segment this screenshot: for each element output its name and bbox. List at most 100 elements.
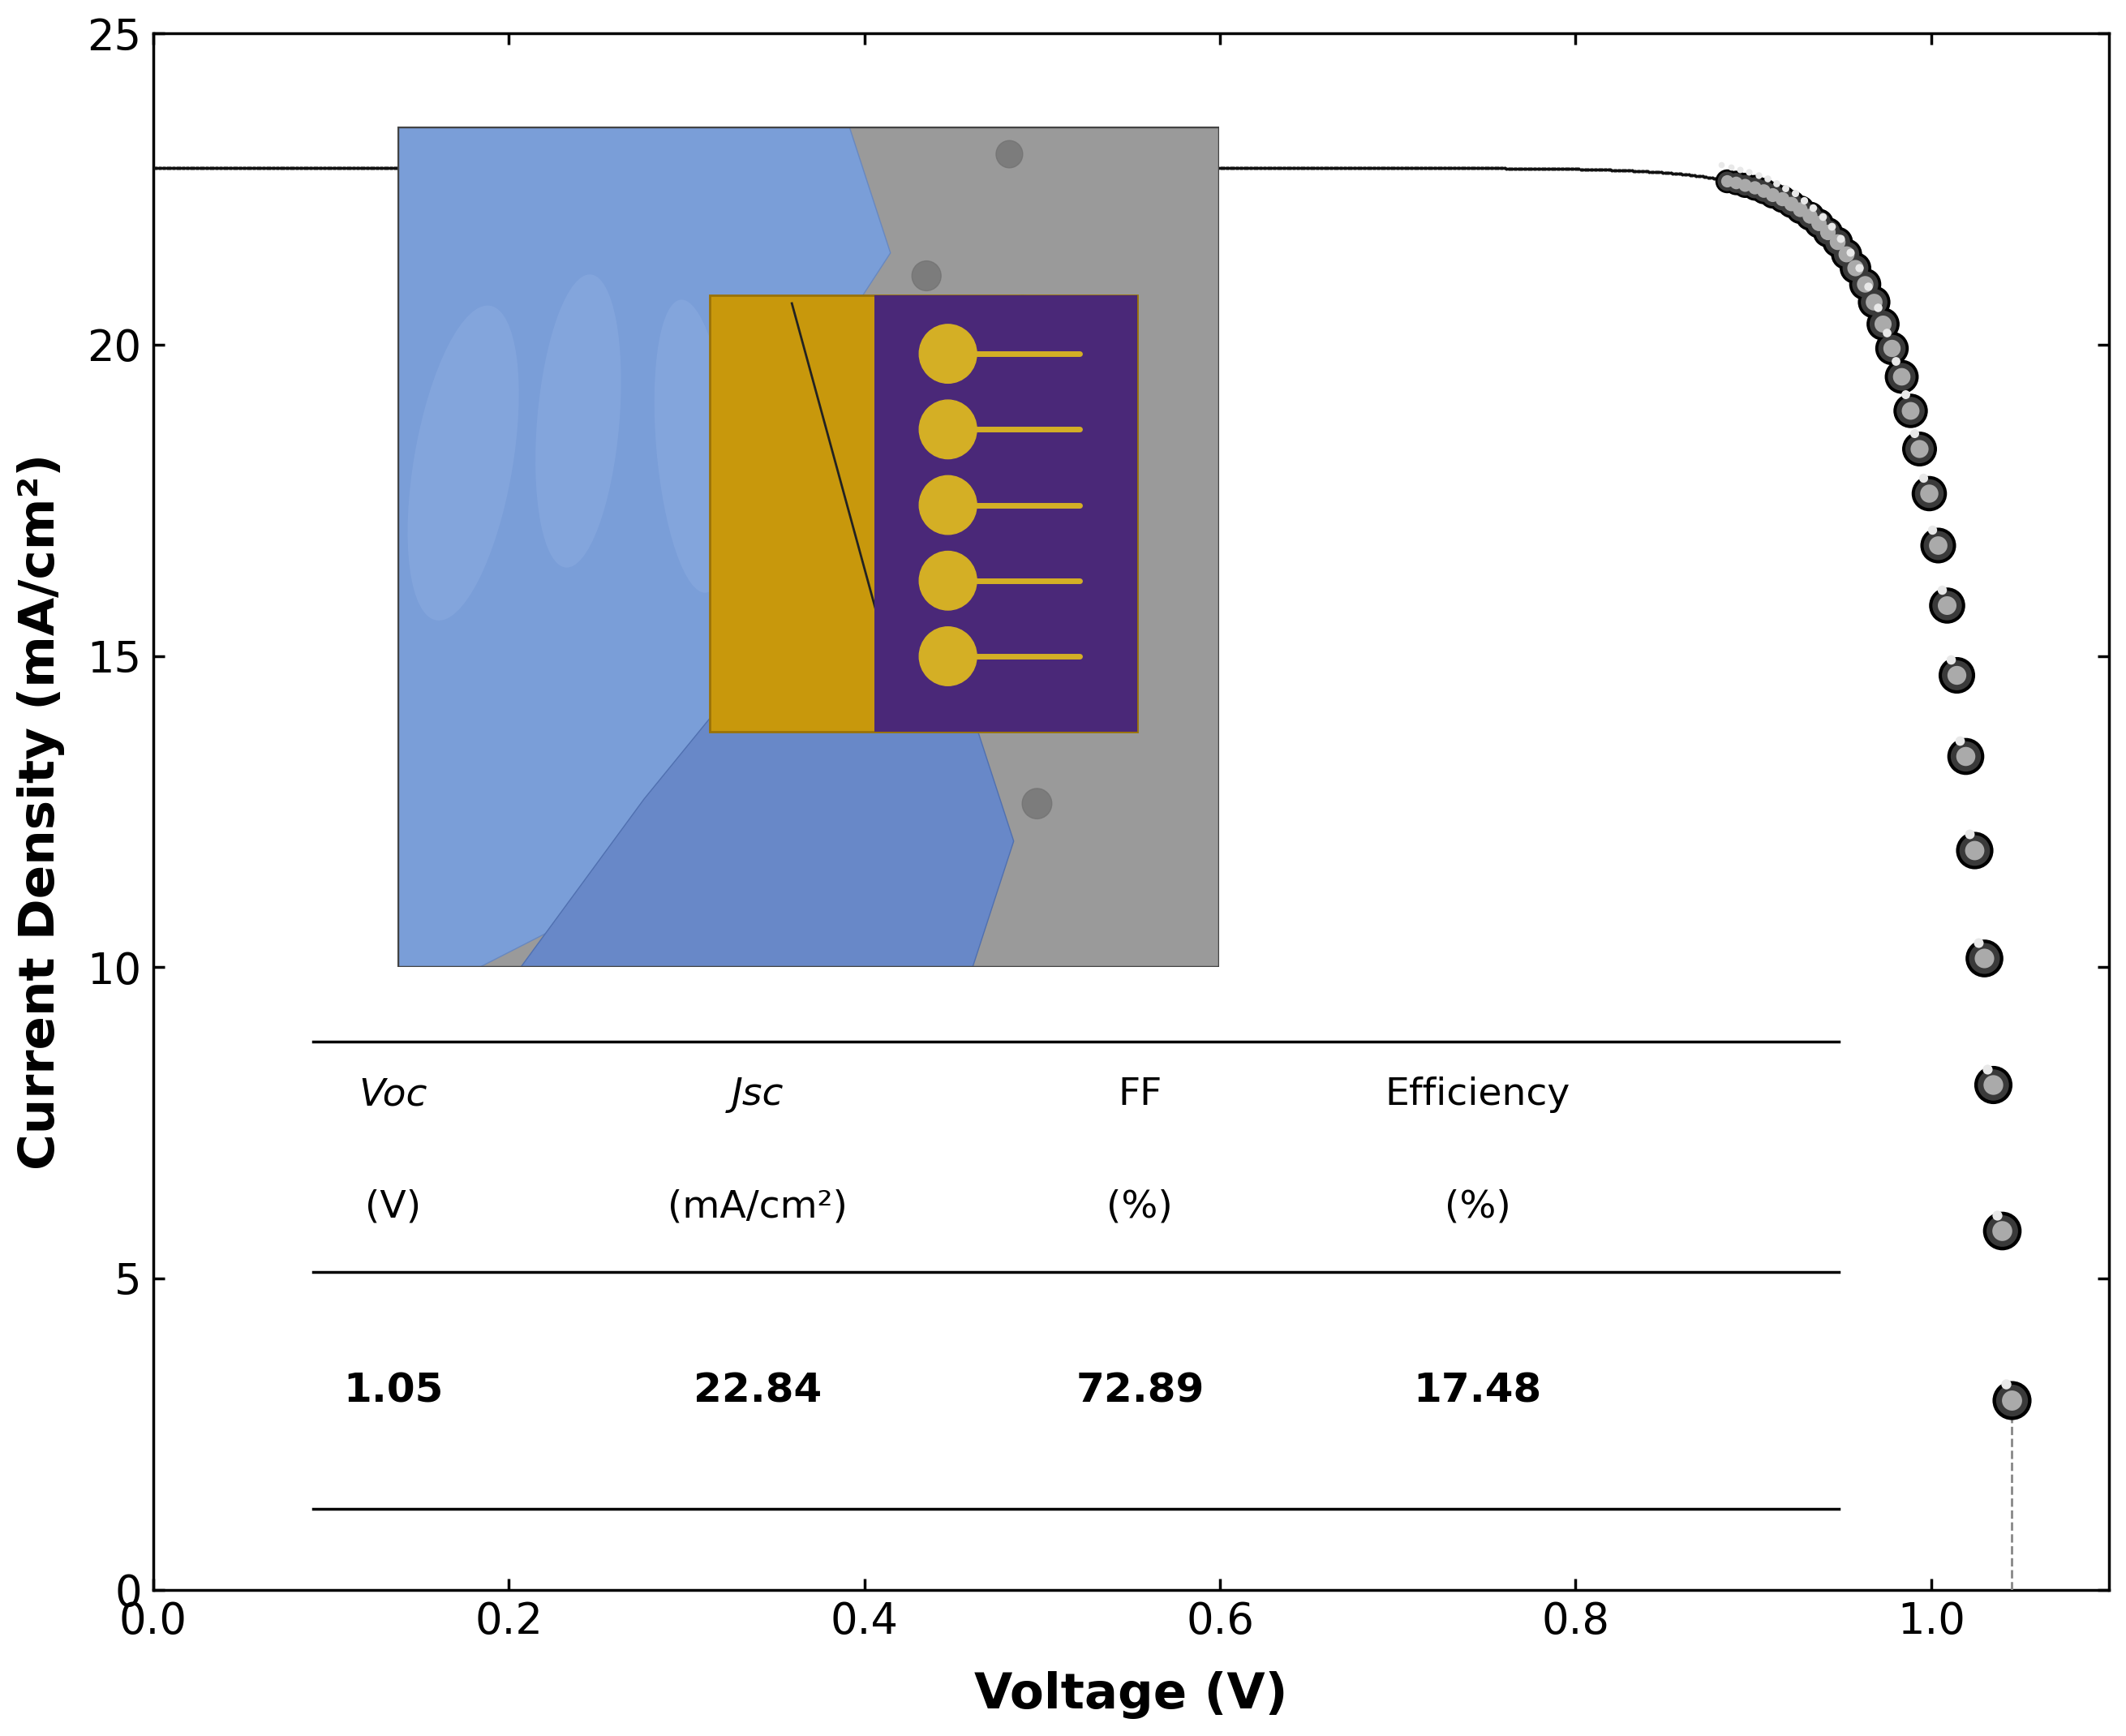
Point bbox=[1828, 240, 1862, 267]
Point bbox=[1884, 363, 1918, 391]
Point bbox=[1728, 170, 1762, 198]
Point bbox=[1986, 1217, 2020, 1245]
Y-axis label: Current Density (mA/cm²): Current Density (mA/cm²) bbox=[17, 453, 64, 1170]
Point bbox=[1796, 194, 1830, 222]
Point bbox=[1888, 380, 1922, 408]
Point bbox=[1916, 516, 1950, 543]
Point bbox=[1875, 335, 1909, 363]
Point bbox=[1709, 167, 1743, 194]
Point bbox=[1922, 531, 1956, 559]
Point bbox=[1879, 347, 1913, 375]
Point bbox=[1930, 592, 1964, 620]
Point bbox=[1765, 184, 1799, 212]
Point bbox=[1930, 592, 1964, 620]
Point bbox=[1847, 269, 1882, 297]
Point bbox=[1792, 201, 1826, 229]
X-axis label: Voltage (V): Voltage (V) bbox=[974, 1672, 1288, 1719]
Point bbox=[1709, 167, 1743, 194]
Point bbox=[1994, 1385, 2028, 1413]
Point bbox=[1894, 396, 1928, 424]
Point bbox=[1750, 165, 1784, 193]
Point bbox=[1947, 741, 1981, 769]
Point bbox=[1756, 181, 1790, 208]
Point bbox=[1820, 227, 1854, 255]
Point bbox=[1947, 741, 1981, 769]
Text: Jsc: Jsc bbox=[731, 1076, 784, 1113]
Point bbox=[1745, 177, 1779, 205]
Point bbox=[1903, 434, 1937, 462]
Point bbox=[1896, 418, 1930, 446]
Point bbox=[1907, 464, 1941, 491]
Point bbox=[1737, 174, 1771, 201]
Point bbox=[1720, 168, 1754, 196]
Point bbox=[1824, 224, 1858, 252]
Point bbox=[1714, 153, 1748, 181]
Point bbox=[1894, 396, 1928, 424]
Point bbox=[1884, 363, 1918, 391]
Point bbox=[1939, 661, 1973, 689]
Text: 22.84: 22.84 bbox=[693, 1371, 823, 1410]
Point bbox=[1911, 479, 1945, 507]
Point bbox=[1860, 293, 1894, 321]
Point bbox=[1935, 646, 1969, 674]
Point bbox=[1975, 1071, 2009, 1099]
Point bbox=[1847, 269, 1882, 297]
Point bbox=[1801, 210, 1835, 238]
Point bbox=[1801, 210, 1835, 238]
Point bbox=[1784, 194, 1818, 222]
Point bbox=[1903, 434, 1937, 462]
Text: FF: FF bbox=[1118, 1076, 1163, 1113]
Point bbox=[1922, 531, 1956, 559]
Point bbox=[1756, 181, 1790, 208]
Point bbox=[1820, 227, 1854, 255]
Point bbox=[1967, 944, 2001, 972]
Point bbox=[1816, 214, 1850, 241]
Text: (mA/cm²): (mA/cm²) bbox=[668, 1189, 848, 1226]
Point bbox=[1841, 253, 1875, 281]
Point bbox=[1875, 335, 1909, 363]
Point bbox=[1856, 288, 1890, 316]
Point bbox=[1709, 167, 1743, 194]
Point bbox=[1773, 189, 1807, 217]
Text: 17.48: 17.48 bbox=[1414, 1371, 1541, 1410]
Point bbox=[1722, 156, 1756, 184]
Point bbox=[1971, 1055, 2005, 1083]
Point bbox=[1867, 309, 1901, 337]
Point bbox=[1867, 309, 1901, 337]
Point bbox=[1962, 929, 1996, 957]
Point bbox=[1811, 219, 1845, 247]
Point bbox=[1784, 194, 1818, 222]
Point bbox=[1720, 168, 1754, 196]
Point bbox=[1975, 1071, 2009, 1099]
Point bbox=[1828, 240, 1862, 267]
Point bbox=[1990, 1370, 2024, 1397]
Point bbox=[1820, 227, 1854, 255]
Point bbox=[1839, 253, 1873, 281]
Point bbox=[1839, 253, 1873, 281]
Point bbox=[1745, 177, 1779, 205]
Text: Efficiency: Efficiency bbox=[1386, 1076, 1571, 1113]
Point bbox=[1737, 174, 1771, 201]
Point bbox=[1967, 944, 2001, 972]
Point bbox=[1922, 531, 1956, 559]
Point bbox=[1939, 661, 1973, 689]
Point bbox=[1903, 434, 1937, 462]
Point bbox=[1811, 219, 1845, 247]
Point bbox=[1924, 576, 1958, 604]
Point bbox=[1930, 592, 1964, 620]
Point bbox=[1856, 288, 1890, 316]
Point bbox=[1894, 396, 1928, 424]
Point bbox=[1773, 189, 1807, 217]
Point bbox=[1720, 168, 1754, 196]
Text: Voc: Voc bbox=[359, 1076, 427, 1113]
Text: (%): (%) bbox=[1446, 1189, 1512, 1226]
Point bbox=[1756, 181, 1790, 208]
Point bbox=[1994, 1385, 2028, 1413]
Point bbox=[1852, 273, 1886, 300]
Point bbox=[1847, 269, 1882, 297]
Point bbox=[1986, 1217, 2020, 1245]
Text: (%): (%) bbox=[1108, 1189, 1174, 1226]
Point bbox=[1958, 835, 1992, 863]
Point bbox=[1788, 186, 1822, 214]
Point bbox=[1986, 1217, 2020, 1245]
